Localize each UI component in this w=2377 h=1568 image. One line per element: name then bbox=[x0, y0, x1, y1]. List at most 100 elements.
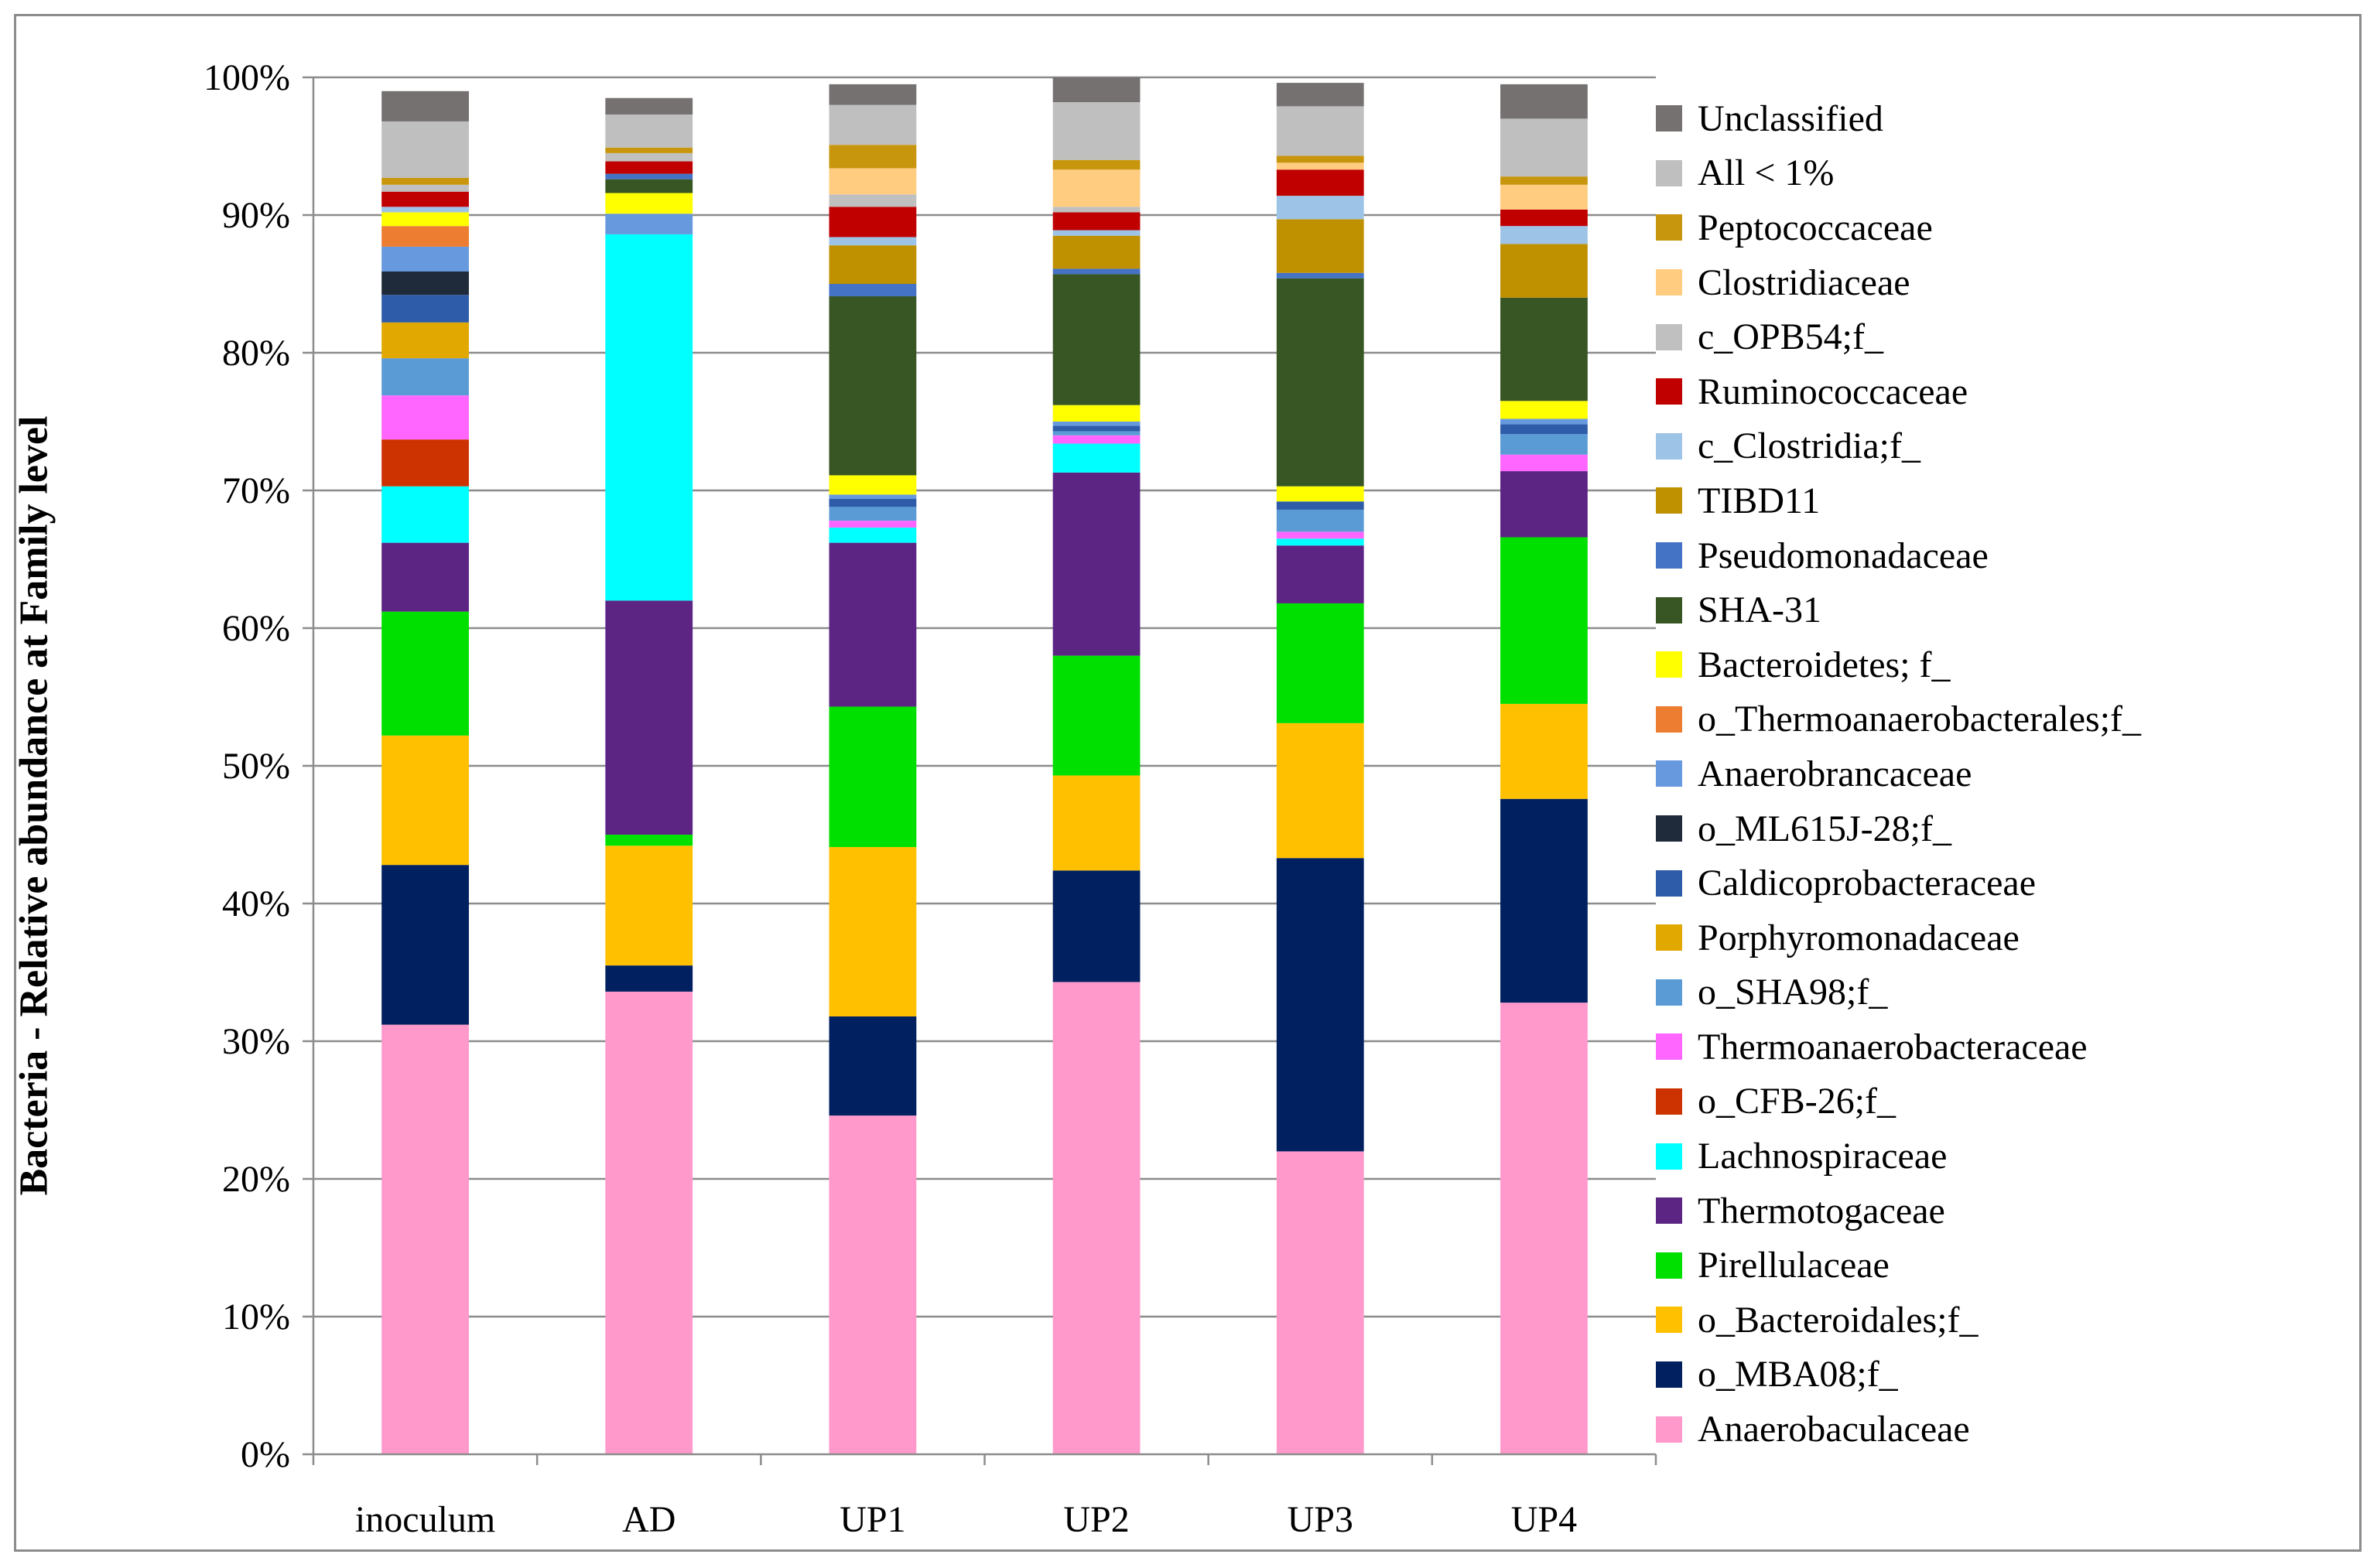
bar-segment bbox=[381, 212, 469, 227]
legend-swatch bbox=[1656, 105, 1682, 132]
bar-segment bbox=[1500, 434, 1588, 455]
bar-segment bbox=[381, 207, 469, 213]
bar-segment bbox=[381, 246, 469, 272]
legend: Unclassified All < 1% Peptococcaceae Clostr… bbox=[1656, 91, 2141, 1457]
bar-segment bbox=[829, 296, 917, 476]
legend-item: Pirellulaceae bbox=[1656, 1238, 2141, 1293]
bar-segment bbox=[829, 207, 917, 237]
bar-segment bbox=[1052, 230, 1141, 236]
bar-segment bbox=[381, 486, 469, 543]
y-tick-label: 40% bbox=[222, 883, 290, 924]
legend-item: o_Bacteroidales;f_ bbox=[1656, 1293, 2141, 1348]
bar-segment bbox=[829, 475, 917, 495]
bar-segment bbox=[1052, 235, 1141, 269]
legend-item: TIBD11 bbox=[1656, 473, 2141, 528]
bar-segment bbox=[1276, 196, 1364, 220]
bar-segment bbox=[829, 194, 917, 207]
bar-segment bbox=[1276, 509, 1364, 532]
bar-segment bbox=[1276, 155, 1364, 163]
legend-label: o_Thermoanaerobacterales;f_ bbox=[1698, 699, 2142, 740]
bar-segment bbox=[1500, 703, 1588, 799]
y-tick-label: 30% bbox=[222, 1021, 290, 1062]
bar-segment bbox=[381, 322, 469, 359]
bar-segment bbox=[1276, 106, 1364, 156]
x-tick-label: UP2 bbox=[1063, 1499, 1129, 1540]
legend-label: Unclassified bbox=[1698, 97, 1883, 139]
y-tick-label: 10% bbox=[222, 1296, 290, 1337]
legend-label: o_CFB-26;f_ bbox=[1698, 1081, 1896, 1122]
legend-item: All < 1% bbox=[1656, 146, 2141, 201]
bar-segment bbox=[1500, 537, 1588, 704]
legend-item: Anaerobrancaceae bbox=[1656, 746, 2141, 801]
legend-item: Thermotogaceae bbox=[1656, 1184, 2141, 1238]
bar-segment bbox=[1276, 1151, 1364, 1454]
x-tick-labels: inoculum AD UP1 UP2 UP3 UP4 bbox=[355, 1499, 1577, 1540]
bar-segment bbox=[1276, 538, 1364, 546]
bar-segment bbox=[829, 507, 917, 521]
bar-segment bbox=[1500, 424, 1588, 435]
legend-item: Pseudomonadaceae bbox=[1656, 528, 2141, 583]
axes bbox=[312, 77, 1657, 1465]
bar-segment bbox=[829, 245, 917, 284]
bar-segment bbox=[829, 521, 917, 528]
bar-segment bbox=[605, 965, 693, 992]
bar-segment bbox=[605, 214, 693, 234]
bar-segment bbox=[829, 284, 917, 297]
legend-swatch bbox=[1656, 542, 1682, 569]
x-tick-label: UP3 bbox=[1288, 1499, 1353, 1540]
legend-item: c_Clostridia;f_ bbox=[1656, 419, 2141, 474]
legend-swatch bbox=[1656, 651, 1682, 678]
legend-label: Thermotogaceae bbox=[1698, 1190, 1945, 1232]
bar-segment bbox=[381, 611, 469, 736]
legend-item: o_MBA08;f_ bbox=[1656, 1348, 2141, 1402]
bar-segment bbox=[1052, 102, 1141, 160]
bar-segment bbox=[1052, 212, 1141, 231]
bar-segment bbox=[1500, 244, 1588, 298]
bar-segment bbox=[1276, 272, 1364, 278]
bar-segment bbox=[829, 168, 917, 195]
x-tick-label: UP1 bbox=[840, 1499, 905, 1540]
bar-segment bbox=[1052, 268, 1141, 275]
bar-segment bbox=[381, 177, 469, 185]
legend-label: All < 1% bbox=[1698, 152, 1835, 194]
bar-segment bbox=[605, 114, 693, 148]
bar-segment bbox=[1276, 219, 1364, 273]
legend-label: Anaerobrancaceae bbox=[1698, 753, 1972, 794]
bar-segment bbox=[1500, 84, 1588, 119]
legend-item: Thermoanaerobacteraceae bbox=[1656, 1020, 2141, 1074]
bar-segment bbox=[1052, 870, 1141, 982]
legend-label: Clostridiaceae bbox=[1698, 261, 1910, 303]
bar-segment bbox=[381, 735, 469, 866]
bar-segment bbox=[829, 528, 917, 543]
bar-segment bbox=[1052, 655, 1141, 776]
bar-segment bbox=[829, 104, 917, 145]
legend-swatch bbox=[1656, 1197, 1682, 1225]
bar-segment bbox=[605, 161, 693, 174]
legend-label: SHA-31 bbox=[1698, 589, 1822, 631]
legend-item: o_Thermoanaerobacterales;f_ bbox=[1656, 692, 2141, 747]
bar-segment bbox=[1276, 83, 1364, 107]
bar-segment bbox=[829, 1115, 917, 1454]
y-axis-title: Bacteria - Relative abundance at Family … bbox=[12, 415, 56, 1196]
bar-segment bbox=[1052, 443, 1141, 473]
bar-segment bbox=[829, 494, 917, 499]
bar-segment bbox=[1052, 425, 1141, 432]
legend-swatch bbox=[1656, 1252, 1682, 1279]
bar-segment bbox=[1052, 169, 1141, 207]
gridlines bbox=[303, 76, 1656, 1456]
legend-item: o_SHA98;f_ bbox=[1656, 965, 2141, 1020]
bar-segment bbox=[381, 191, 469, 207]
legend-label: Thermoanaerobacteraceae bbox=[1698, 1026, 2088, 1068]
bar-segment bbox=[1276, 603, 1364, 723]
legend-label: o_ML615J-28;f_ bbox=[1698, 808, 1951, 849]
y-tick-label: 50% bbox=[222, 746, 290, 787]
legend-swatch bbox=[1656, 214, 1682, 241]
bar-segment bbox=[1052, 77, 1141, 103]
bar-segment bbox=[381, 226, 469, 247]
bar-segment bbox=[1500, 418, 1588, 425]
legend-swatch bbox=[1656, 815, 1682, 842]
bar-segment bbox=[605, 835, 693, 846]
legend-label: o_SHA98;f_ bbox=[1698, 972, 1888, 1013]
bar-segment bbox=[1500, 1003, 1588, 1454]
bar-segment bbox=[381, 91, 469, 121]
